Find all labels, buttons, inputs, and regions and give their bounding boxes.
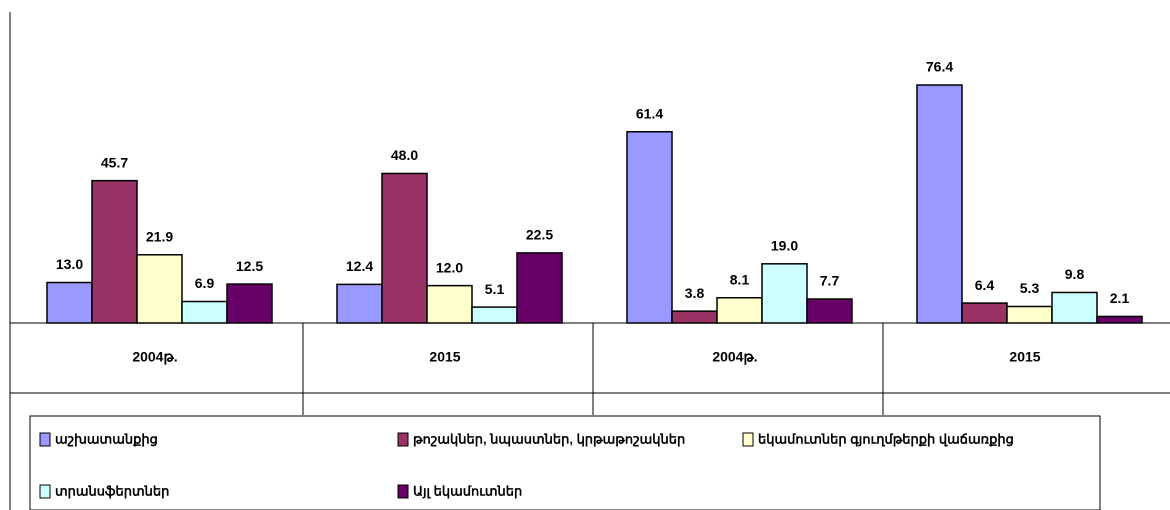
value-label: 61.4 [636, 105, 663, 121]
value-label: 12.5 [236, 258, 263, 274]
bar [806, 298, 853, 324]
value-label: 12.4 [346, 258, 373, 274]
legend-label: եկամուտներ գյուղմթերքի վաճառքից [758, 431, 1014, 447]
bar [916, 84, 963, 324]
bar [336, 283, 383, 324]
value-label: 5.1 [485, 281, 505, 297]
bar [716, 297, 763, 324]
value-label: 3.8 [685, 285, 705, 301]
value-label: 8.1 [730, 271, 750, 287]
value-label: 76.4 [926, 59, 953, 75]
bar [626, 130, 673, 324]
value-label: 19.0 [771, 238, 798, 254]
value-label: 2.1 [1110, 290, 1130, 306]
bar [426, 284, 473, 324]
value-label: 13.0 [56, 256, 83, 272]
bar [91, 179, 138, 324]
value-label: 7.7 [820, 273, 840, 289]
legend-swatch [39, 432, 51, 447]
value-label: 9.8 [1065, 266, 1085, 282]
legend-swatch [39, 484, 51, 499]
bar [136, 254, 183, 324]
legend-swatch [397, 484, 409, 499]
bar [226, 283, 273, 324]
value-label: 45.7 [101, 154, 128, 170]
bar [961, 302, 1008, 324]
value-label: 5.3 [1020, 280, 1040, 296]
bar [181, 300, 228, 324]
value-label: 21.9 [146, 228, 173, 244]
x-tick-label: 2015 [429, 349, 460, 365]
legend-label: տրանսֆերտներ [55, 483, 169, 498]
x-tick-label: 2004թ. [712, 349, 757, 366]
bar [1006, 305, 1053, 324]
bar [516, 252, 563, 324]
x-tick-label: 2015 [1009, 349, 1040, 365]
bar [1051, 291, 1098, 324]
bar [671, 310, 718, 324]
legend-swatch [742, 432, 754, 447]
value-label: 48.0 [391, 147, 418, 163]
value-label: 12.0 [436, 259, 463, 275]
legend-label: աշխատանքից [55, 431, 158, 447]
legend-label: թոշակներ, նպաստներ, կրթաթոշակներ [413, 431, 685, 446]
legend-label: Այլ եկամուտներ [413, 483, 522, 498]
value-label: 22.5 [526, 227, 553, 243]
legend-swatch [397, 432, 409, 447]
x-tick-label: 2004թ. [132, 349, 177, 366]
value-label: 6.9 [195, 275, 215, 291]
bar [761, 263, 808, 324]
bar [1096, 315, 1143, 324]
bar [381, 172, 428, 324]
bar [46, 281, 93, 324]
bar [471, 306, 518, 324]
legend-box [29, 415, 1101, 510]
value-label: 6.4 [975, 277, 995, 293]
